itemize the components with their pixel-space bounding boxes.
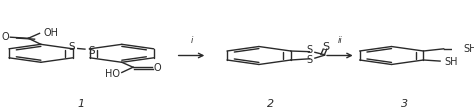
Text: S: S bbox=[88, 46, 94, 56]
Text: SH: SH bbox=[463, 44, 474, 54]
Text: O: O bbox=[154, 63, 162, 73]
Text: O: O bbox=[1, 32, 9, 42]
Text: S: S bbox=[306, 55, 312, 65]
Text: i: i bbox=[190, 36, 192, 45]
Text: 1: 1 bbox=[78, 99, 85, 109]
Text: OH: OH bbox=[43, 28, 58, 38]
Text: S: S bbox=[306, 45, 312, 55]
Text: 2: 2 bbox=[266, 99, 273, 109]
Text: 3: 3 bbox=[401, 99, 409, 109]
Text: SH: SH bbox=[445, 57, 458, 67]
Text: S: S bbox=[322, 42, 329, 52]
Text: ii: ii bbox=[337, 36, 342, 45]
Text: HO: HO bbox=[105, 69, 120, 79]
Text: S: S bbox=[68, 42, 75, 52]
